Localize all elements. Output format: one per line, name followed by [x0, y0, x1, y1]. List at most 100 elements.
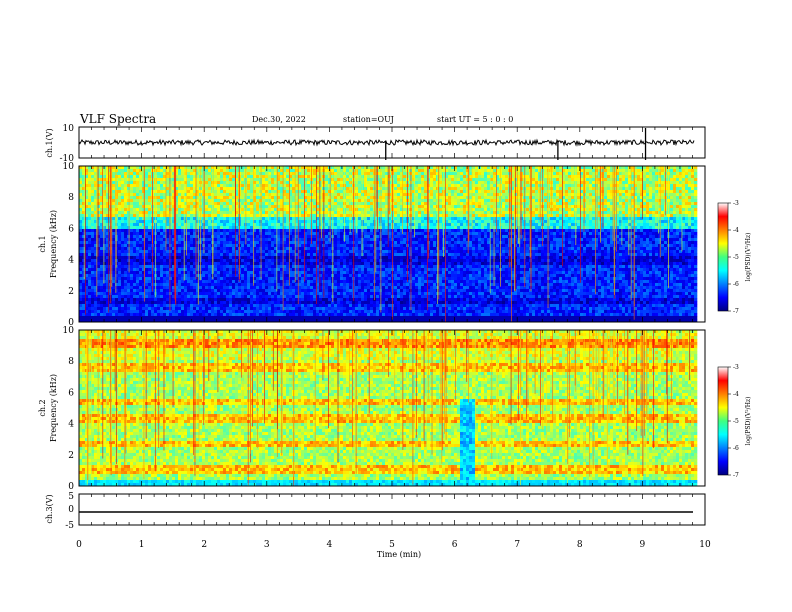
spec-cell [595, 199, 599, 203]
spec-cell [691, 214, 695, 218]
spec-cell [94, 220, 98, 224]
spec-cell [169, 202, 173, 206]
spec-cell [298, 166, 302, 170]
spec-cell [562, 226, 566, 230]
spec-cell [622, 199, 626, 203]
spec-cell [106, 217, 110, 221]
spec-cell [424, 211, 428, 215]
spec-cell [262, 184, 266, 188]
spec-cell [235, 196, 239, 200]
spec-cell [526, 208, 530, 212]
spec-cell [565, 169, 569, 173]
spec-cell [214, 175, 218, 179]
spec-cell [430, 196, 434, 200]
spec-cell [94, 202, 98, 206]
spec-cell [658, 190, 662, 194]
spec-cell [274, 166, 278, 170]
spec-cell [367, 184, 371, 188]
spec-cell [397, 220, 401, 224]
spec-cell [139, 199, 143, 203]
spec-cell [286, 235, 290, 239]
spec-cell [307, 211, 311, 215]
spec-cell [607, 211, 611, 215]
spec-cell [478, 220, 482, 224]
spec-cell [118, 232, 122, 236]
spec-cell [175, 184, 179, 188]
spec-cell [295, 199, 299, 203]
spec-cell [298, 196, 302, 200]
spec-cell [460, 199, 464, 203]
spec-cell [304, 223, 308, 227]
spec-cell [337, 184, 341, 188]
spec-cell [235, 190, 239, 194]
spec-cell [382, 193, 386, 197]
spec-cell [607, 196, 611, 200]
spec-cell [325, 190, 329, 194]
spec-cell [619, 199, 623, 203]
spec-cell [178, 196, 182, 200]
spec-cell [556, 205, 560, 209]
spec-cell [394, 229, 398, 233]
spec-cell [502, 205, 506, 209]
spec-cell [256, 184, 260, 188]
spec-cell [670, 232, 674, 236]
spec-cell [634, 166, 638, 170]
spec-cell [376, 229, 380, 233]
spec-cell [685, 169, 689, 173]
spec-cell [688, 226, 692, 230]
spec-cell [361, 202, 365, 206]
spec-cell [424, 172, 428, 176]
spec-cell [472, 175, 476, 179]
spec-cell [274, 226, 278, 230]
spec-cell [478, 229, 482, 233]
spec-cell [676, 175, 680, 179]
spec-cell [313, 214, 317, 218]
spec-cell [304, 202, 308, 206]
spec-cell [649, 223, 653, 227]
spec-cell [139, 202, 143, 206]
spec-cell [241, 220, 245, 224]
spec-cell [643, 187, 647, 191]
spec-cell [451, 199, 455, 203]
spec-cell [94, 211, 98, 215]
spec-cell [592, 226, 596, 230]
spec-cell [370, 232, 374, 236]
spec-cell [358, 217, 362, 221]
spec-cell [319, 190, 323, 194]
spec-cell [691, 229, 695, 233]
spec-cell [91, 178, 95, 182]
spec-cell [532, 202, 536, 206]
spec-cell [583, 223, 587, 227]
spec-cell [265, 229, 269, 233]
spec-cell [325, 187, 329, 191]
spec-cell [349, 208, 353, 212]
spec-cell [433, 235, 437, 239]
spec-cell [625, 223, 629, 227]
spec-cell [616, 181, 620, 185]
spec-cell [556, 214, 560, 218]
spec-cell [313, 196, 317, 200]
spec-cell [451, 175, 455, 179]
spec-cell [460, 187, 464, 191]
spec-cell [148, 217, 152, 221]
spec-cell [268, 223, 272, 227]
spec-cell [112, 190, 116, 194]
spec-cell [265, 202, 269, 206]
spec-cell [340, 220, 344, 224]
spec-cell [622, 220, 626, 224]
spec-cell [463, 226, 467, 230]
spec-cell [205, 205, 209, 209]
spec-cell [289, 178, 293, 182]
spec-cell [79, 220, 83, 224]
spec-cell [469, 232, 473, 236]
spec-cell [337, 199, 341, 203]
spec-cell [181, 175, 185, 179]
spec-cell [253, 211, 257, 215]
spec-cell [250, 217, 254, 221]
spec-cell [184, 184, 188, 188]
spec-cell [289, 205, 293, 209]
spec-cell [487, 205, 491, 209]
spec-cell [400, 226, 404, 230]
spec-cell [469, 202, 473, 206]
